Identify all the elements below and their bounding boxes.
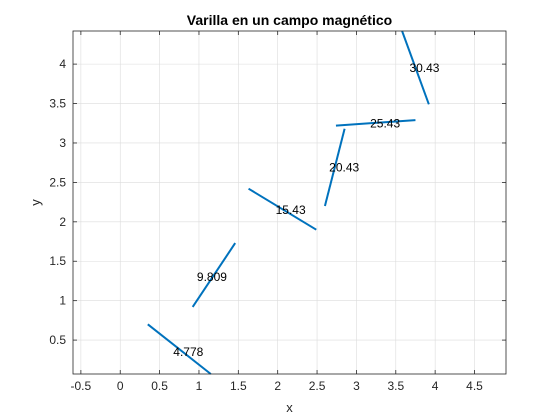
rod-label: 20.43 [329,160,359,174]
y-tick-label: 3 [59,136,66,150]
rod-label: 30.43 [409,61,439,75]
x-tick-label: -0.5 [71,379,92,393]
rod-line [323,128,346,207]
y-tick-label: 4 [59,57,66,71]
x-tick-label: 0 [117,379,124,393]
x-axis-label: x [286,400,293,415]
x-tick-label: 4 [432,379,439,393]
x-tick-label: 0.5 [151,379,168,393]
x-tick-label: 2 [274,379,281,393]
axes-box [72,30,507,375]
x-tick-label: 4.5 [466,379,483,393]
x-tick-label: 2.5 [309,379,326,393]
y-tick-label: 0.5 [49,333,66,347]
ticks: -0.5 0 0.5 1 1.5 2 2.5 3 3.5 4 4.5 0.5 1 1.5 2 2.5 3 3.5 4 [49,31,506,393]
rods [147,30,430,375]
rod-label: 15.43 [276,203,306,217]
rod-line [147,323,212,375]
y-tick-label: 1 [59,294,66,308]
y-tick-label: 2 [59,215,66,229]
chart-title: Varilla en un campo magnético [187,12,392,28]
y-tick-label: 3.5 [49,97,66,111]
grid [73,31,506,374]
x-tick-label: 3.5 [387,379,404,393]
rod-labels: 4.778 9.809 15.43 20.43 25.43 30.43 [173,61,440,359]
rod-line [335,119,416,127]
y-axis-label: y [28,199,43,206]
rod-line [248,187,317,231]
rod-line [191,242,237,308]
rod-label: 25.43 [370,116,400,130]
y-tick-label: 1.5 [49,254,66,268]
x-tick-label: 1 [196,379,203,393]
y-tick-label: 2.5 [49,175,66,189]
axes-background [73,31,506,374]
x-tick-label: 1.5 [230,379,247,393]
rod-label: 9.809 [197,270,227,284]
rod-line [401,30,430,105]
rod-label: 4.778 [173,345,203,359]
x-tick-label: 3 [353,379,360,393]
